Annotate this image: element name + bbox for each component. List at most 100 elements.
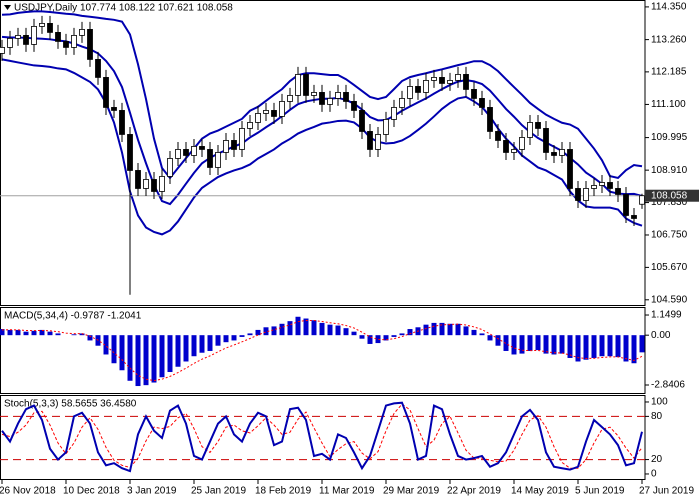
macd-bar xyxy=(167,335,173,373)
candle-body xyxy=(199,146,205,150)
macd-bar xyxy=(191,335,197,357)
macd-bar xyxy=(271,326,277,336)
macd-bar xyxy=(151,335,157,383)
candle-body xyxy=(0,47,5,54)
candle-body xyxy=(151,179,157,192)
candle-body xyxy=(631,215,637,219)
y-tick-label: 104.590 xyxy=(651,294,688,305)
symbol-icon xyxy=(4,5,11,10)
candle-body xyxy=(599,182,605,186)
candle-body xyxy=(623,194,629,216)
macd-bar xyxy=(527,335,533,351)
stoch-d xyxy=(1,403,643,469)
candle-body xyxy=(191,146,197,156)
x-tick-label: 26 Nov 2018 xyxy=(0,486,56,497)
macd-bar xyxy=(103,335,109,355)
candle-body xyxy=(551,152,557,156)
y-tick-label: 111.100 xyxy=(651,99,686,110)
macd-signal xyxy=(1,319,643,382)
macd-bar xyxy=(615,335,621,358)
macd-bar xyxy=(71,334,77,336)
main-panel-frame xyxy=(0,0,646,306)
candle-body xyxy=(447,80,453,84)
macd-bar xyxy=(127,335,133,381)
candle-body xyxy=(247,122,253,129)
stoch-title: Stoch(5,3,3) 58.5655 36.4580 xyxy=(4,399,137,410)
macd-bar xyxy=(431,322,437,336)
candle-body xyxy=(87,29,93,60)
main-title: USDJPY,Daily 107.774 108.122 107.621 108… xyxy=(14,3,233,14)
macd-bar xyxy=(327,324,333,336)
candle-body xyxy=(567,149,573,189)
candle-body xyxy=(591,185,597,189)
macd-bar xyxy=(567,335,573,358)
candle-body xyxy=(103,77,109,108)
candle-body xyxy=(215,152,221,168)
macd-bar xyxy=(367,335,373,344)
candle-body xyxy=(535,122,541,129)
macd-bar xyxy=(79,333,85,336)
macd-bar xyxy=(215,335,221,346)
stoch-panel-frame xyxy=(0,395,646,480)
candle-body xyxy=(391,107,397,120)
y-tick-label: 105.670 xyxy=(651,262,688,273)
candle-body xyxy=(255,113,261,123)
macd-bar xyxy=(375,335,381,344)
candle-body xyxy=(295,74,301,96)
macd-bar xyxy=(591,335,597,358)
candle-body xyxy=(15,35,21,39)
candle-body xyxy=(143,179,149,189)
candle-body xyxy=(407,86,413,99)
y-tick-label: 107.830 xyxy=(651,197,688,208)
macd-bar xyxy=(7,329,13,336)
y-tick-label: 109.995 xyxy=(651,132,688,143)
bollinger-upper xyxy=(1,10,643,180)
macd-bar xyxy=(175,335,181,367)
candle-body xyxy=(511,149,517,153)
macd-bar xyxy=(383,335,389,341)
candle-body xyxy=(543,128,549,153)
candle-body xyxy=(239,128,245,150)
candle-body xyxy=(431,77,437,81)
macd-bar xyxy=(559,335,565,354)
candle-body xyxy=(135,170,141,189)
macd-bar xyxy=(639,335,645,353)
x-tick-label: 25 Jan 2019 xyxy=(191,486,246,497)
macd-bar xyxy=(159,335,165,378)
macd-bar xyxy=(471,329,477,336)
candle-body xyxy=(439,77,445,84)
candle-body xyxy=(159,176,165,192)
y-tick-label: 0.00 xyxy=(651,330,671,341)
macd-bar xyxy=(351,331,357,336)
y-tick-label: 1.1499 xyxy=(651,310,682,321)
candle-body xyxy=(607,182,613,189)
macd-bar xyxy=(247,333,253,336)
macd-bar xyxy=(231,335,237,341)
macd-bar xyxy=(575,335,581,362)
macd-bar xyxy=(519,335,525,354)
macd-bar xyxy=(495,335,501,346)
macd-bar xyxy=(23,331,29,336)
macd-bar xyxy=(31,330,37,336)
candle-body xyxy=(351,101,357,111)
y-tick-label: 0 xyxy=(651,469,657,480)
candle-body xyxy=(583,188,589,201)
macd-bar xyxy=(311,320,317,336)
macd-bar xyxy=(623,335,629,362)
candle-body xyxy=(455,74,461,81)
candle-body xyxy=(7,38,13,48)
candle-body xyxy=(39,23,45,27)
macd-bar xyxy=(111,335,117,364)
candle-body xyxy=(271,110,277,117)
candle-body xyxy=(287,95,293,102)
candle-body xyxy=(31,26,37,45)
candle-body xyxy=(487,107,493,132)
current-price-box xyxy=(645,189,699,202)
macd-bar xyxy=(455,323,461,336)
candle-body xyxy=(119,110,125,135)
macd-bar xyxy=(343,328,349,336)
macd-bar xyxy=(0,329,5,336)
x-tick-label: 3 Jan 2019 xyxy=(127,486,177,497)
